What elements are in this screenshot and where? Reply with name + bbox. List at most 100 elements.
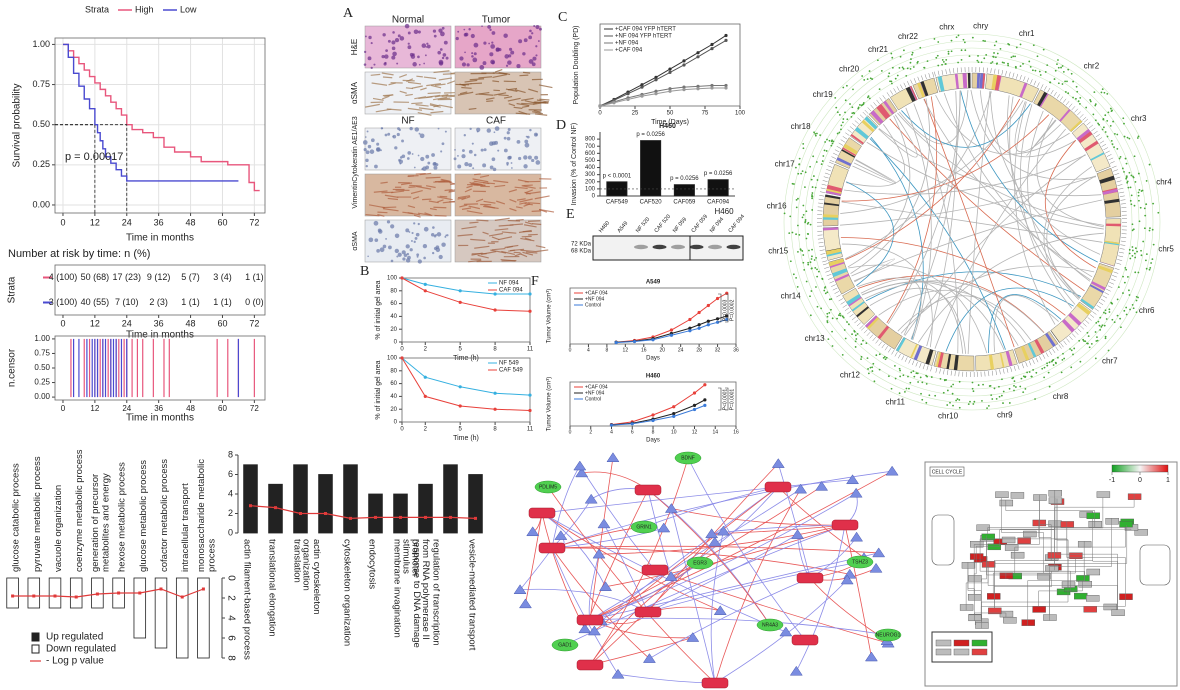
nucleus bbox=[528, 35, 533, 40]
fiber bbox=[494, 217, 510, 221]
track-dot bbox=[973, 400, 976, 403]
link bbox=[853, 199, 1103, 282]
fiber bbox=[524, 237, 532, 241]
track-dot bbox=[1007, 62, 1009, 65]
target-node bbox=[674, 451, 702, 465]
point bbox=[710, 47, 714, 51]
ideo-tick bbox=[1005, 70, 1007, 76]
nucleus bbox=[382, 244, 387, 249]
nucleus bbox=[417, 154, 420, 157]
chromosome-label: chr20 bbox=[839, 64, 860, 73]
ideo-tick bbox=[857, 117, 862, 122]
track-dot bbox=[937, 41, 940, 43]
gene-box bbox=[1096, 491, 1111, 498]
nucleus bbox=[497, 149, 500, 152]
track-dot bbox=[908, 387, 910, 390]
track-dot bbox=[1123, 170, 1125, 173]
track-ring bbox=[797, 47, 1147, 397]
relation bbox=[979, 556, 1071, 592]
ideo-tick bbox=[829, 280, 835, 284]
track-dot bbox=[796, 224, 799, 227]
fiber bbox=[474, 173, 481, 176]
y-tick-label: 4 bbox=[228, 488, 233, 498]
legend-label: +NF 094 bbox=[585, 296, 605, 302]
track-dot bbox=[798, 233, 801, 236]
track-dot bbox=[942, 60, 945, 63]
pathway-title: CELL CYCLE bbox=[932, 469, 963, 475]
band bbox=[953, 354, 959, 371]
nucleus bbox=[365, 164, 368, 168]
table-title: Number at risk by time: n (%) bbox=[8, 248, 150, 260]
track-dot bbox=[1137, 194, 1140, 197]
y-axis-label: Survival probability bbox=[12, 84, 23, 168]
category-label: CAF059 bbox=[673, 200, 696, 206]
nucleus bbox=[494, 126, 500, 131]
bar bbox=[133, 577, 147, 639]
track-dot bbox=[1000, 394, 1003, 397]
nucleus bbox=[365, 150, 370, 155]
track-dot bbox=[823, 289, 826, 292]
track-dot bbox=[868, 97, 871, 100]
fiber bbox=[522, 105, 530, 108]
nucleus bbox=[423, 62, 426, 65]
nucleus bbox=[417, 55, 420, 59]
fiber bbox=[466, 210, 483, 215]
mirna-node bbox=[634, 484, 662, 496]
nucleus bbox=[413, 240, 416, 243]
link bbox=[856, 277, 964, 354]
x-tick-label: 0 bbox=[569, 429, 572, 435]
annotation: p = 0.00017 bbox=[65, 151, 123, 163]
ideo-tick bbox=[844, 307, 850, 311]
track-dot bbox=[1057, 59, 1059, 61]
track-dot bbox=[916, 372, 919, 375]
track-dot bbox=[802, 147, 805, 150]
y-tick-label: 8 bbox=[228, 449, 233, 459]
edge bbox=[547, 486, 716, 684]
track-dot bbox=[1064, 80, 1067, 83]
track-dot bbox=[817, 270, 820, 273]
category-label: CAF094 bbox=[707, 200, 730, 206]
nucleus bbox=[406, 157, 410, 160]
track-dot bbox=[1087, 335, 1090, 338]
fiber bbox=[514, 89, 526, 94]
fiber bbox=[413, 214, 421, 218]
plot-frame bbox=[54, 335, 266, 401]
legend-cell bbox=[935, 648, 952, 656]
ideo-tick bbox=[825, 270, 831, 273]
ideo-tick bbox=[824, 266, 830, 269]
fiber bbox=[538, 84, 553, 89]
track-dot bbox=[811, 209, 814, 211]
nucleus bbox=[505, 64, 509, 67]
nucleus bbox=[509, 47, 513, 51]
category-label: generation of precursor metabolites and … bbox=[89, 471, 110, 572]
track-dot bbox=[1061, 358, 1064, 361]
blot-title: H460 bbox=[714, 207, 734, 216]
track-dot bbox=[1046, 64, 1049, 66]
track-dot bbox=[1130, 194, 1133, 197]
nucleus bbox=[461, 154, 466, 159]
band bbox=[865, 315, 877, 327]
x-tick-label: 5 bbox=[459, 427, 463, 433]
track-dot bbox=[1054, 69, 1057, 72]
nucleus bbox=[370, 42, 373, 45]
track-dot bbox=[1144, 259, 1147, 262]
track-dot bbox=[967, 403, 970, 405]
x-tick-label: 60 bbox=[217, 318, 227, 328]
band bbox=[1020, 345, 1030, 361]
track-dot bbox=[1133, 155, 1136, 158]
x-tick-label: 60 bbox=[218, 404, 227, 413]
ideo-tick bbox=[1082, 322, 1087, 327]
track-dot bbox=[1060, 371, 1063, 374]
ideo-tick bbox=[1118, 188, 1124, 190]
track-dot bbox=[999, 47, 1002, 50]
track-dot bbox=[1133, 252, 1136, 255]
fiber bbox=[498, 94, 509, 97]
track-dot bbox=[1151, 258, 1154, 261]
edge bbox=[777, 486, 865, 559]
ideo-tick bbox=[1032, 359, 1035, 364]
ideo-tick bbox=[991, 370, 994, 376]
track-dot bbox=[801, 170, 804, 173]
ideo-tick bbox=[836, 294, 841, 298]
bar bbox=[48, 577, 62, 609]
track-dot bbox=[1011, 377, 1014, 380]
